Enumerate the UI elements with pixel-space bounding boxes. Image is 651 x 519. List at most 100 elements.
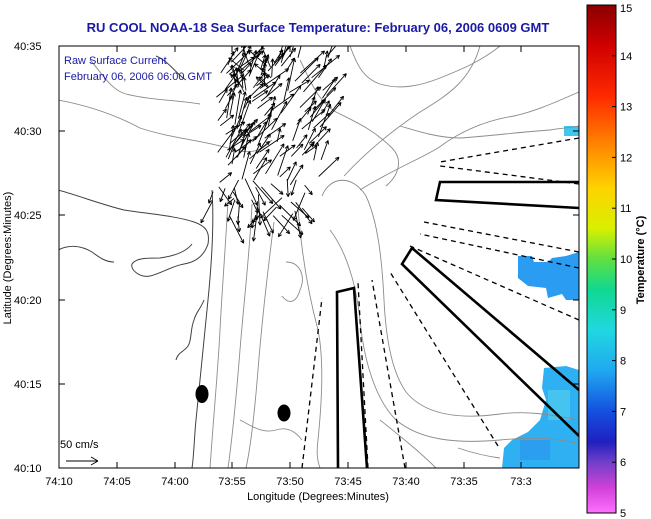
- current-vector: [280, 46, 287, 63]
- current-vector: [320, 140, 329, 160]
- colorbar-tick-label: 6: [620, 457, 626, 469]
- current-vector: [264, 123, 287, 139]
- current-vector: [237, 91, 247, 119]
- surface-current-vectors: [200, 46, 347, 244]
- current-vector: [249, 114, 272, 132]
- current-label-line2: February 06, 2006 06:00 GMT: [64, 71, 212, 83]
- current-vector: [267, 96, 277, 126]
- current-vector: [241, 151, 251, 180]
- current-vector: [256, 206, 271, 237]
- colorbar-tick-label: 13: [620, 102, 632, 114]
- figure-title: RU COOL NOAA-18 Sea Surface Temperature:…: [87, 20, 550, 35]
- current-vector: [226, 199, 236, 222]
- current-vector: [290, 143, 304, 157]
- colorbar-tick-label: 14: [620, 51, 632, 63]
- current-vector: [251, 90, 269, 102]
- current-vector: [251, 210, 258, 242]
- current-vector: [207, 191, 214, 204]
- colorbar-tick-label: 12: [620, 152, 632, 164]
- colorbar-tick-label: 8: [620, 356, 626, 368]
- colorbar-tick-label: 11: [620, 203, 631, 215]
- y-tick-label: 40:20: [14, 295, 42, 307]
- x-tick-label: 74:05: [103, 476, 131, 488]
- current-vector: [279, 166, 291, 178]
- colorbar-tick-label: 7: [620, 406, 626, 418]
- current-vector: [285, 178, 291, 198]
- current-vector: [322, 76, 339, 91]
- current-vector: [259, 134, 285, 153]
- colorbar-label: Temperature (°C): [635, 215, 647, 304]
- colorbar-tick-label: 9: [620, 305, 626, 317]
- current-vector: [217, 108, 227, 121]
- current-vector: [257, 194, 263, 226]
- scale-arrow: [66, 456, 99, 466]
- current-vector: [313, 112, 331, 129]
- current-vector: [303, 64, 328, 93]
- current-vector: [299, 86, 322, 108]
- y-axis-label: Latitude (Degrees:Minutes): [2, 192, 14, 325]
- current-vector: [318, 58, 332, 79]
- current-vector: [277, 213, 294, 238]
- current-vector: [265, 143, 285, 175]
- current-vector: [323, 50, 329, 68]
- current-vector: [305, 144, 318, 154]
- scale-label: 50 cm/s: [60, 439, 99, 451]
- current-vector: [271, 100, 288, 130]
- current-vector: [326, 73, 347, 96]
- current-vector: [304, 100, 317, 113]
- current-vector: [227, 146, 247, 166]
- current-vector: [219, 172, 233, 183]
- x-axis-label: Longitude (Degrees:Minutes): [247, 491, 389, 503]
- current-vector: [258, 76, 269, 87]
- sst-data-patches: [502, 126, 579, 468]
- current-vector: [228, 179, 239, 200]
- y-tick-label: 40:25: [14, 210, 42, 222]
- current-vector: [238, 99, 252, 133]
- current-vector: [277, 145, 289, 176]
- current-vector: [320, 100, 330, 115]
- current-vector: [257, 96, 273, 109]
- current-vector: [249, 49, 258, 73]
- current-vector: [303, 127, 316, 151]
- current-vector: [317, 103, 332, 138]
- current-vector: [224, 198, 235, 207]
- current-vector: [301, 143, 314, 156]
- current-vector: [255, 148, 270, 169]
- current-vector: [253, 159, 273, 175]
- current-vector: [300, 50, 326, 74]
- current-vector: [244, 178, 258, 206]
- current-vector: [304, 184, 313, 196]
- current-vector: [229, 216, 245, 244]
- current-vector: [289, 164, 304, 186]
- current-vector: [260, 46, 271, 68]
- shipping-lane-outlines: [335, 180, 579, 468]
- current-vector: [277, 46, 283, 61]
- plot-frame: [58, 45, 580, 469]
- x-tick-label: 73:55: [218, 476, 246, 488]
- current-vector: [253, 63, 272, 79]
- current-vector: [283, 77, 291, 101]
- current-vector: [260, 82, 283, 102]
- current-vector: [219, 114, 235, 127]
- station-markers: [195, 385, 291, 422]
- current-vector: [318, 156, 340, 177]
- current-vector: [241, 62, 252, 74]
- current-vector: [297, 46, 302, 58]
- current-vector: [236, 216, 242, 233]
- current-vector: [311, 98, 326, 122]
- y-tick-label: 40:10: [14, 463, 42, 475]
- y-axis: 40:35 40:30 40:25 40:20 40:15 40:10: [14, 41, 579, 475]
- temperature-colorbar: 15 14 13 12 11 10 9 8 7 6 5 Temperature (°C): [586, 3, 647, 519]
- current-vector: [280, 85, 302, 114]
- x-tick-label: 73:40: [392, 476, 420, 488]
- current-vector: [289, 46, 294, 58]
- current-vector: [263, 58, 268, 72]
- current-vector: [218, 186, 233, 206]
- current-vector: [326, 46, 337, 57]
- colorbar-tick-label: 15: [620, 3, 632, 15]
- x-tick-label: 73:3: [510, 476, 531, 488]
- current-vector: [239, 120, 256, 151]
- current-vector: [252, 180, 274, 205]
- current-vector: [308, 126, 327, 144]
